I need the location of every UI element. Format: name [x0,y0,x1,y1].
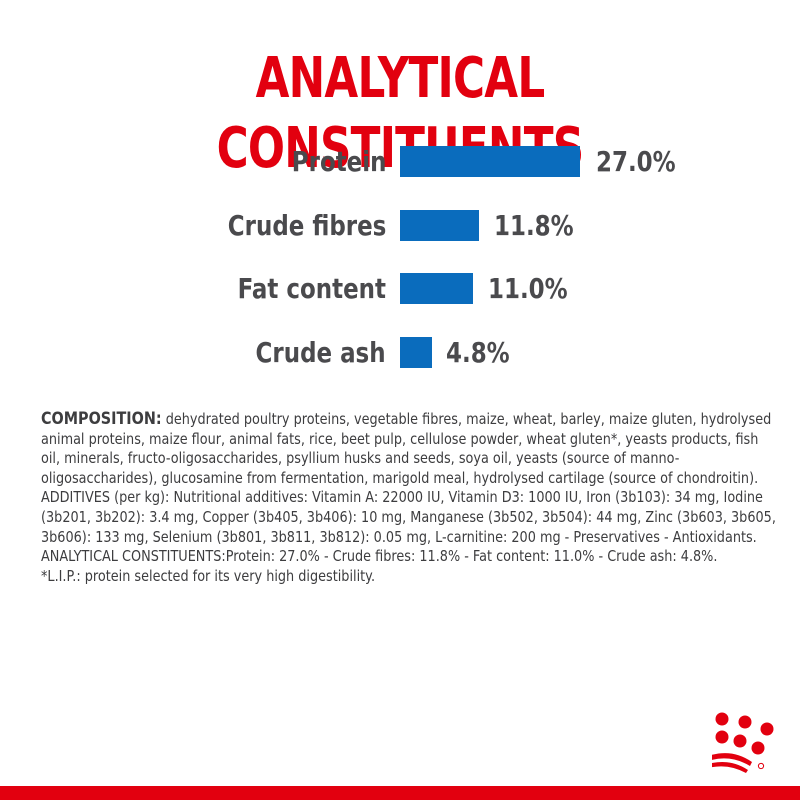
bar-value: 27.0% [596,145,676,178]
bar-value: 11.8% [494,209,574,242]
crown-logo-icon [712,712,774,773]
composition-line: COMPOSITION: dehydrated poultry proteins… [41,409,772,429]
chart-row-crude-ash: Crude ash 4.8% [0,337,800,369]
bar [400,146,580,177]
bar [400,273,473,304]
additives-line: (3b201, 3b202): 3.4 mg, Copper (3b405, 3… [41,507,776,526]
bar-label: Crude ash [255,336,386,369]
bar [400,210,479,241]
composition-line: animal proteins, maize flour, animal fat… [41,429,759,448]
footer-red-bar [0,786,800,800]
analytical-line: ANALYTICAL CONSTITUENTS:Protein: 27.0% -… [41,547,718,566]
additives-line: ADDITIVES (per kg): Nutritional additive… [41,488,763,507]
bar-label: Fat content [237,272,386,305]
chart-row-protein: Protein 27.0% [0,146,800,178]
bar [400,337,432,368]
composition-line: oil, minerals, fructo-oligosaccharides, … [41,449,680,468]
bar-value: 11.0% [488,272,568,305]
bar-label: Protein [291,145,386,178]
additives-line: 3b606): 133 mg, Selenium (3b801, 3b811, … [41,527,757,546]
composition-text: COMPOSITION: dehydrated poultry proteins… [41,409,785,586]
bar-label: Crude fibres [227,209,386,242]
composition-line: oligosaccharides), glucosamine from ferm… [41,468,759,487]
footnote-line: *L.I.P.: protein selected for its very h… [41,566,376,585]
composition-heading: COMPOSITION: [41,409,162,429]
bar-value: 4.8% [446,336,510,369]
chart-row-crude-fibres: Crude fibres 11.8% [0,210,800,242]
chart-row-fat-content: Fat content 11.0% [0,273,800,305]
